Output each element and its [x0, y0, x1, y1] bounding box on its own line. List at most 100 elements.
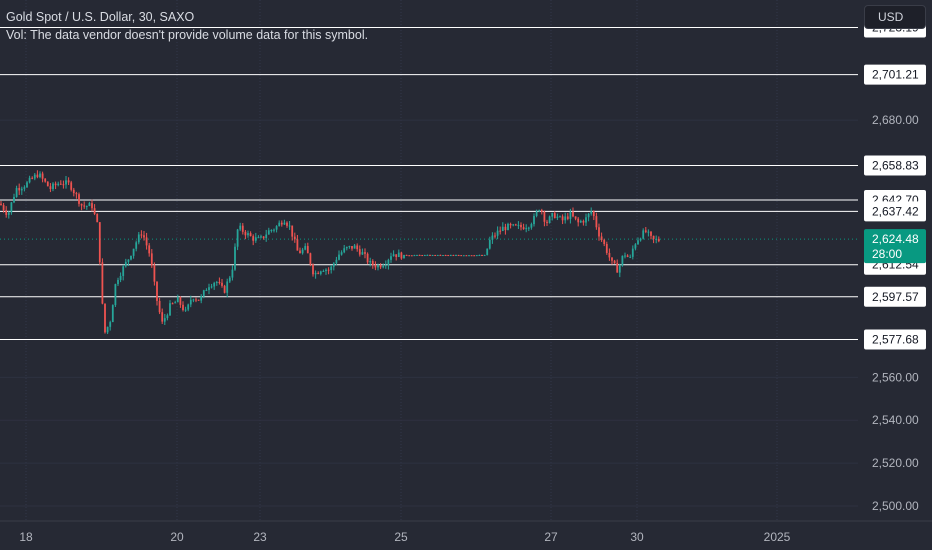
candle-body — [304, 246, 307, 250]
candle-body — [569, 211, 572, 219]
candle-body — [117, 279, 119, 285]
candle-body — [382, 265, 385, 268]
level-label-bg — [864, 155, 926, 176]
candle-body — [639, 238, 642, 241]
currency-button[interactable]: USD — [864, 5, 926, 29]
candle-body — [460, 255, 463, 257]
candle-body — [299, 250, 301, 254]
candle-body — [205, 290, 208, 292]
candle-body — [215, 281, 218, 283]
candle-body — [652, 235, 655, 239]
candle-body — [101, 262, 104, 304]
candle-body — [171, 303, 174, 305]
candle-body — [457, 255, 460, 257]
candle-body — [387, 259, 390, 266]
candle-body — [221, 282, 223, 286]
candle-body — [319, 271, 322, 274]
candle-body — [257, 237, 260, 239]
candle-body — [65, 180, 67, 185]
level-label: 2,701.21 — [872, 68, 919, 82]
candle-body — [291, 225, 294, 237]
candle-body — [213, 282, 216, 287]
candle-body — [241, 225, 244, 232]
price-tick-label: 2,540.00 — [872, 413, 919, 427]
candle-body — [436, 254, 439, 256]
candle-body — [559, 216, 561, 218]
candle-body — [309, 253, 312, 265]
candle-body — [434, 255, 437, 257]
candle-body — [80, 203, 83, 206]
candle-body — [364, 252, 366, 254]
candle-body — [275, 226, 278, 230]
candle-body — [57, 183, 60, 186]
candle-body — [598, 227, 600, 237]
candle-body — [587, 213, 590, 218]
candle-body — [413, 255, 416, 257]
candle-body — [330, 266, 333, 271]
candle-body — [332, 263, 335, 267]
candle-body — [208, 287, 210, 291]
candle-body — [293, 236, 296, 240]
candle-body — [301, 249, 304, 254]
candle-body — [379, 265, 382, 268]
candle-body — [228, 277, 231, 282]
candle-body — [343, 248, 346, 253]
candle-body — [566, 216, 569, 219]
current-price-tag-bg — [864, 229, 926, 264]
candle-body — [507, 223, 509, 231]
candle-body — [78, 194, 80, 204]
candle-body — [400, 252, 403, 259]
candle-body — [109, 322, 112, 327]
candle-body — [582, 221, 585, 223]
candle-body — [325, 269, 327, 272]
candle-body — [442, 255, 444, 257]
candle-body — [187, 304, 190, 310]
candle-body — [395, 254, 398, 258]
candle-body — [522, 227, 525, 230]
volume-note: Vol: The data vendor doesn't provide vol… — [6, 28, 369, 42]
candle-body — [223, 285, 226, 293]
candle-body — [577, 218, 580, 223]
time-tick-label: 30 — [630, 530, 644, 544]
candle-body — [361, 252, 364, 255]
candle-body — [130, 255, 132, 260]
candle-body — [119, 276, 122, 280]
candle-body — [20, 188, 23, 191]
candle-body — [538, 210, 541, 212]
candle-body — [468, 255, 470, 257]
candle-body — [236, 229, 239, 247]
candle-body — [231, 269, 234, 278]
candle-body — [122, 266, 125, 277]
candle-body — [85, 206, 88, 208]
candle-body — [444, 255, 447, 257]
candle-body — [189, 299, 192, 305]
candle-body — [62, 184, 65, 186]
symbol-title[interactable]: Gold Spot / U.S. Dollar, 30, SAXO — [6, 10, 195, 24]
candle-body — [283, 222, 286, 225]
candle-body — [353, 245, 356, 249]
candle-body — [44, 178, 47, 182]
candle-body — [397, 252, 400, 258]
candle-body — [7, 212, 10, 215]
candle-body — [2, 205, 5, 211]
candle-body — [28, 177, 31, 183]
candle-body — [265, 234, 268, 239]
time-axis: 18 20 23 25 27 30 2025 — [19, 530, 790, 544]
candle-body — [0, 203, 2, 206]
candle-body — [314, 272, 317, 275]
candle-body — [75, 193, 78, 195]
candle-body — [93, 208, 96, 215]
candle-body — [561, 216, 564, 221]
candle-body — [143, 235, 145, 238]
candle-body — [153, 265, 156, 282]
candle-body — [491, 235, 494, 240]
candle-body — [179, 297, 182, 305]
candle-body — [348, 246, 351, 248]
candle-body — [449, 255, 452, 257]
candle-body — [527, 227, 530, 229]
candle-body — [421, 255, 424, 257]
time-tick-label: 20 — [170, 530, 184, 544]
candle-body — [514, 224, 517, 226]
current-price-label: 2,624.48 — [872, 232, 919, 246]
